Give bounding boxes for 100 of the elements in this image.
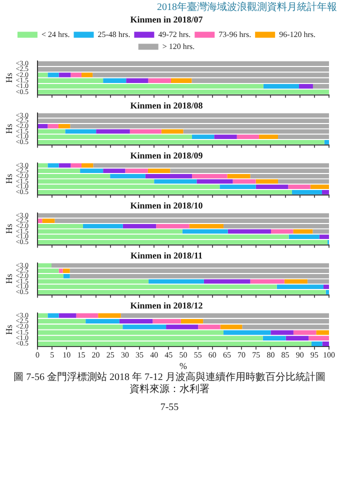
- bar: [263, 84, 299, 89]
- chart-title: Kinmen in 2018/08: [130, 100, 204, 111]
- chart-title: Kinmen in 2018/10: [130, 200, 204, 211]
- bar: [192, 174, 228, 178]
- bar: [63, 274, 70, 278]
- x-tick-label: 15: [77, 350, 86, 360]
- legend-label: < 24 hrs.: [41, 30, 70, 39]
- bar: [119, 318, 153, 324]
- bar: [86, 318, 120, 324]
- x-tick-label: 0: [36, 350, 40, 360]
- x-tick-label: 80: [266, 350, 275, 360]
- bar: [192, 134, 214, 139]
- bar: [198, 324, 220, 330]
- bar: [196, 179, 233, 184]
- chart-title: Kinmen in 2018/12: [130, 300, 204, 311]
- text: 2018年臺灣海域波浪觀測資料月統計年報: [156, 2, 337, 14]
- bar: [80, 168, 104, 173]
- bar: [298, 84, 313, 89]
- chart-title: Kinmen in 2018/11: [130, 250, 204, 261]
- bar: [256, 184, 288, 189]
- y-axis-title: Hs: [4, 123, 14, 134]
- bar: [312, 341, 322, 346]
- bar: [310, 184, 329, 189]
- x-tick-label: 70: [238, 350, 246, 360]
- y-axis-title: Hs: [4, 72, 14, 83]
- bar: [227, 174, 250, 178]
- x-tick-label: 100: [323, 350, 335, 360]
- bar: [276, 284, 324, 289]
- bar: [166, 324, 198, 330]
- bar: [214, 134, 237, 139]
- bar: [293, 229, 313, 234]
- bar: [322, 190, 329, 194]
- bar: [288, 234, 320, 239]
- bar: [232, 179, 256, 184]
- bar: [58, 313, 76, 318]
- bar: [70, 72, 82, 78]
- bar: [180, 318, 204, 324]
- legend-label: 49-72 hrs.: [158, 30, 191, 39]
- x-tick-label: 30: [120, 350, 129, 360]
- bar: [288, 184, 310, 189]
- bar: [82, 224, 123, 228]
- bar: [171, 78, 192, 83]
- bar: [256, 179, 278, 184]
- y-axis-title: Hs: [4, 324, 14, 335]
- x-tick-label: 75: [252, 350, 260, 360]
- bar: [182, 229, 228, 234]
- bar: [148, 279, 204, 284]
- bar: [259, 134, 278, 139]
- bar: [38, 124, 48, 128]
- x-tick-label: 90: [296, 350, 304, 360]
- bar: [145, 174, 192, 178]
- x-tick-label: 45: [164, 350, 173, 360]
- bar: [103, 78, 126, 83]
- bar: [103, 168, 126, 173]
- bar: [154, 179, 197, 184]
- bar: [126, 78, 148, 83]
- bar: [96, 129, 130, 134]
- bar: [284, 279, 308, 284]
- legend-label: 96-120 hrs.: [279, 30, 316, 39]
- legend-label: 25-48 hrs.: [98, 30, 130, 39]
- chart-title: Kinmen in 2018/07: [130, 14, 204, 25]
- bar: [42, 218, 55, 223]
- bar: [62, 268, 70, 273]
- source-note: 資料來源：水利署: [128, 384, 210, 396]
- bar: [76, 313, 98, 318]
- bar: [48, 313, 59, 318]
- caption: 圖 7-56 金門浮標測站 2018 年 7-12 月波高與連續作用時數百分比統計圖: [12, 372, 326, 384]
- bar: [110, 174, 146, 178]
- x-tick-label: 10: [62, 350, 71, 360]
- x-tick-label: 40: [150, 350, 158, 360]
- bar: [292, 190, 322, 194]
- bar: [70, 163, 82, 168]
- bar: [148, 168, 170, 173]
- x-tick-label: 5: [50, 350, 54, 360]
- bar: [316, 330, 329, 335]
- x-tick-label: 20: [92, 350, 100, 360]
- x-tick-label: 60: [208, 350, 216, 360]
- y-axis-title: Hs: [4, 223, 14, 234]
- bar: [48, 124, 58, 128]
- legend-label: > 120 hrs.: [162, 42, 195, 51]
- chart-title: Kinmen in 2018/09: [130, 150, 204, 161]
- bar: [82, 163, 94, 168]
- bar: [48, 163, 59, 168]
- bar: [58, 72, 71, 78]
- bar: [148, 78, 172, 83]
- text: 7-55: [159, 402, 180, 414]
- y-axis-title: Hs: [4, 273, 14, 284]
- bar: [48, 72, 59, 78]
- bar: [122, 224, 156, 228]
- x-tick-label: 25: [106, 350, 114, 360]
- bar: [323, 284, 329, 289]
- bar: [58, 268, 63, 273]
- bar: [122, 324, 166, 330]
- bar: [130, 129, 162, 134]
- bar: [250, 279, 284, 284]
- bar: [322, 341, 329, 346]
- x-tick-label: 95: [310, 350, 318, 360]
- x-tick-label: 85: [281, 350, 290, 360]
- bar: [189, 224, 224, 228]
- bar: [38, 218, 42, 223]
